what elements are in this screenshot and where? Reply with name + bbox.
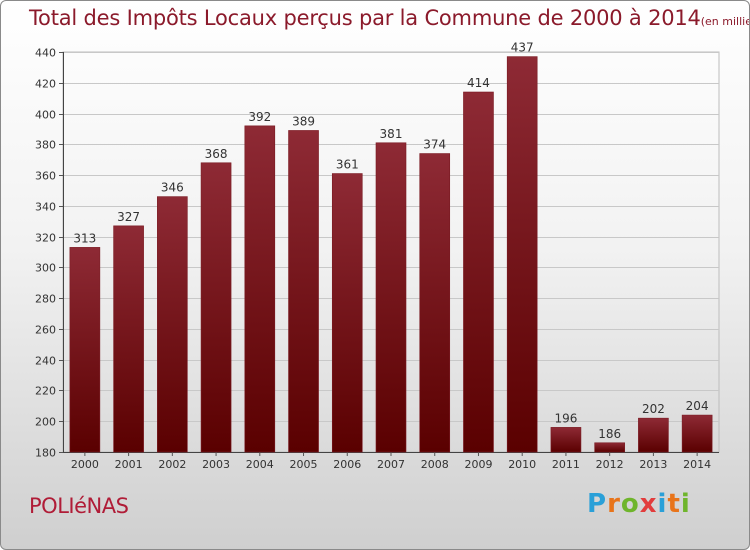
x-tick-label: 2014 <box>683 458 711 471</box>
x-tick-label: 2004 <box>246 458 274 471</box>
bar <box>201 163 231 452</box>
bar <box>245 126 275 452</box>
y-tick-label: 240 <box>35 355 56 368</box>
x-tick-label: 2002 <box>158 458 186 471</box>
y-tick-label: 360 <box>35 170 56 183</box>
y-tick-label: 180 <box>35 447 56 460</box>
bar <box>507 57 537 452</box>
bar-value-label: 381 <box>380 127 403 141</box>
commune-name: POLIéNAS <box>29 494 128 518</box>
y-tick-label: 440 <box>35 47 56 60</box>
bar-value-label: 437 <box>511 41 534 55</box>
x-tick-label: 2010 <box>508 458 536 471</box>
bar-value-label: 186 <box>598 427 621 441</box>
bar <box>551 427 581 452</box>
y-tick-label: 420 <box>35 78 56 91</box>
chart-frame: Total des Impôts Locaux perçus par la Co… <box>0 0 750 550</box>
y-tick-label: 280 <box>35 293 56 306</box>
bar-value-label: 368 <box>205 147 228 161</box>
bar-value-label: 374 <box>423 138 446 152</box>
y-tick-label: 260 <box>35 324 56 337</box>
x-tick-label: 2003 <box>202 458 230 471</box>
bar-value-label: 327 <box>117 210 140 224</box>
bar-value-label: 392 <box>248 110 271 124</box>
y-tick-label: 300 <box>35 262 56 275</box>
bar-value-label: 414 <box>467 76 490 90</box>
y-tick-label: 380 <box>35 139 56 152</box>
x-tick-label: 2005 <box>290 458 318 471</box>
bar <box>70 247 100 452</box>
y-tick-label: 220 <box>35 385 56 398</box>
bar <box>682 415 712 452</box>
y-tick-label: 200 <box>35 416 56 429</box>
bar <box>376 143 406 452</box>
bar-value-label: 204 <box>686 399 709 413</box>
bar-value-label: 196 <box>554 411 577 425</box>
y-tick-label: 320 <box>35 232 56 245</box>
x-tick-label: 2013 <box>639 458 667 471</box>
bar <box>157 197 187 452</box>
bar <box>595 443 625 452</box>
bar-value-label: 313 <box>73 231 96 245</box>
bar <box>332 174 362 452</box>
x-tick-label: 2008 <box>421 458 449 471</box>
x-tick-label: 2000 <box>71 458 99 471</box>
bar <box>638 418 668 452</box>
bar-value-label: 202 <box>642 402 665 416</box>
x-tick-label: 2009 <box>464 458 492 471</box>
bar-value-label: 389 <box>292 114 315 128</box>
proxiti-logo[interactable]: Proxiti <box>587 489 691 519</box>
bar <box>420 154 450 452</box>
bar <box>289 130 319 452</box>
x-tick-label: 2012 <box>596 458 624 471</box>
bar-value-label: 361 <box>336 158 359 172</box>
bar <box>114 226 144 452</box>
x-tick-label: 2011 <box>552 458 580 471</box>
y-tick-label: 340 <box>35 201 56 214</box>
bar-chart: 180 200 220 240 260 280 300 320 340 360 380 400 420 4… <box>1 1 750 550</box>
y-tick-label: 400 <box>35 109 56 122</box>
x-tick-label: 2001 <box>115 458 143 471</box>
x-tick-label: 2006 <box>333 458 361 471</box>
x-tick-label: 2007 <box>377 458 405 471</box>
bar-value-label: 346 <box>161 181 184 195</box>
bar <box>463 92 493 452</box>
